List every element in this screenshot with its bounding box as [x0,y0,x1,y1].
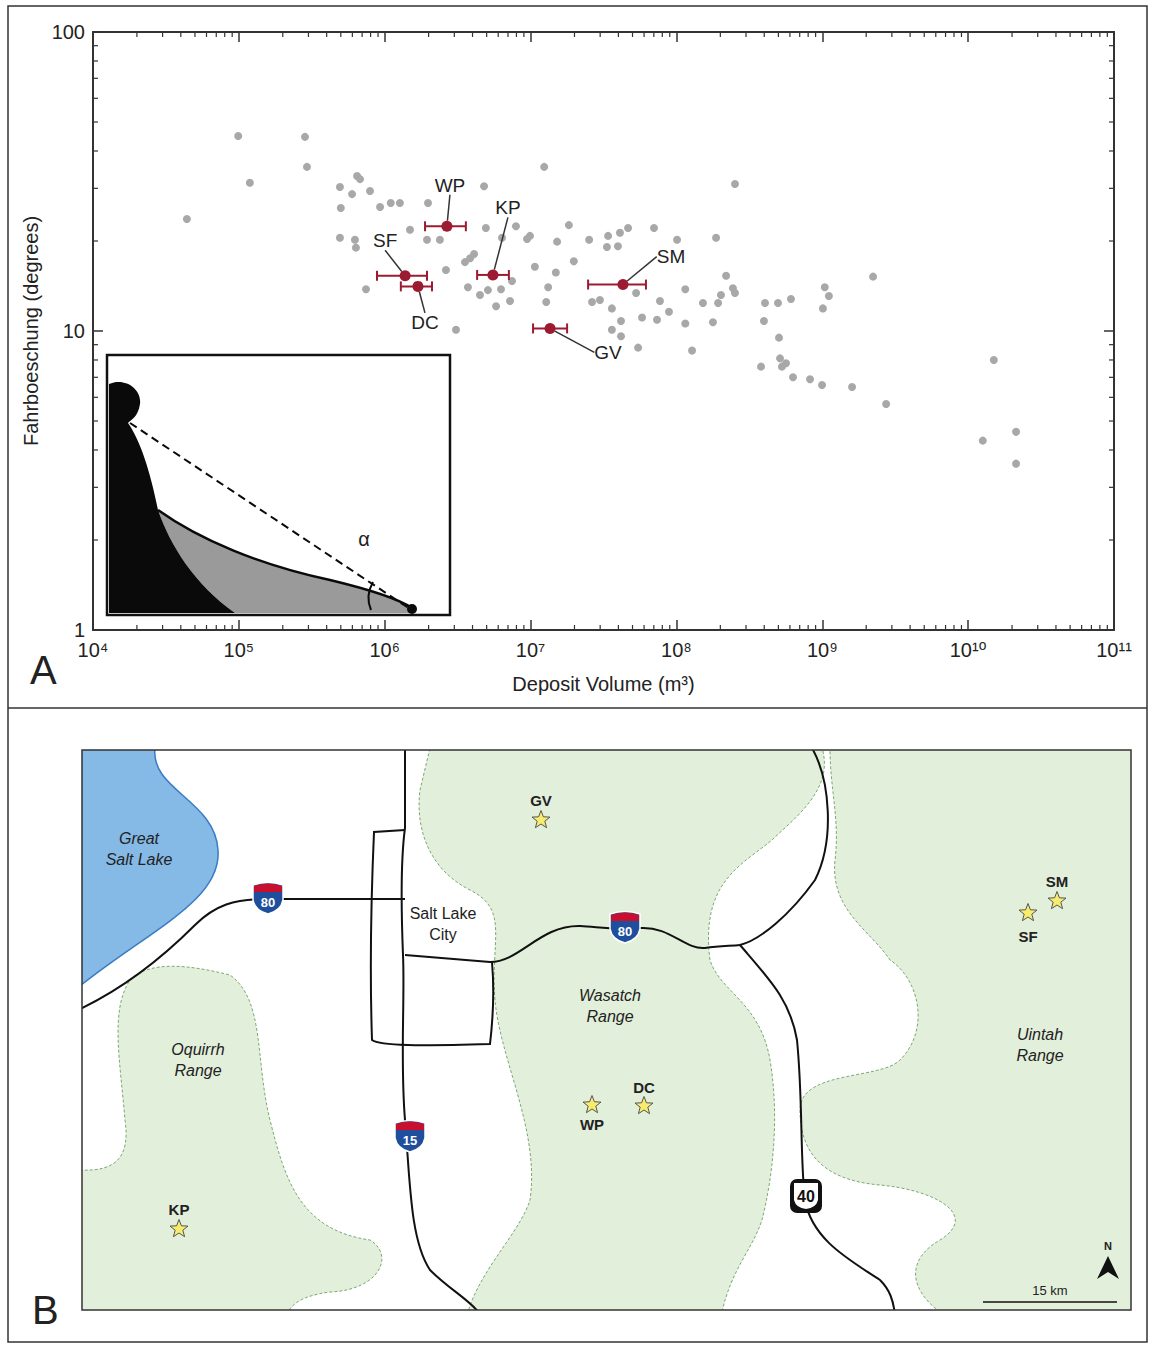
svg-text:OquirrhRange: OquirrhRange [171,1041,224,1079]
svg-text:15: 15 [403,1133,417,1148]
svg-text:10⁵: 10⁵ [224,639,255,661]
svg-text:80: 80 [618,924,632,939]
svg-text:GV: GV [594,342,622,363]
svg-text:UintahRange: UintahRange [1016,1026,1063,1064]
svg-text:SF: SF [1018,928,1037,945]
svg-text:WasatchRange: WasatchRange [579,987,641,1025]
svg-text:Fahrboeschung (degrees): Fahrboeschung (degrees) [20,216,42,446]
svg-text:80: 80 [261,895,275,910]
svg-text:10⁹: 10⁹ [807,639,838,661]
svg-text:GV: GV [530,792,552,809]
svg-text:15 km: 15 km [1032,1283,1067,1298]
svg-text:10⁴: 10⁴ [78,639,109,661]
svg-text:Deposit Volume (m³): Deposit Volume (m³) [512,673,694,695]
svg-text:Salt LakeCity: Salt LakeCity [410,905,477,943]
svg-text:GreatSalt Lake: GreatSalt Lake [106,830,173,868]
svg-text:B: B [32,1288,59,1332]
svg-text:α: α [358,528,370,550]
svg-text:1: 1 [74,619,85,641]
svg-text:10: 10 [63,320,85,342]
svg-text:10⁷: 10⁷ [516,639,545,661]
svg-text:DC: DC [411,312,438,333]
svg-text:10¹¹: 10¹¹ [1096,639,1132,661]
svg-text:100: 100 [52,21,85,43]
svg-text:KP: KP [495,197,520,218]
svg-text:A: A [30,648,57,692]
svg-text:SM: SM [657,246,686,267]
svg-text:10⁶: 10⁶ [369,639,399,661]
svg-text:DC: DC [633,1079,655,1096]
svg-text:N: N [1104,1240,1112,1252]
svg-text:WP: WP [435,175,466,196]
svg-text:10⁸: 10⁸ [661,639,692,661]
svg-text:KP: KP [169,1201,190,1218]
svg-text:SF: SF [373,230,397,251]
svg-text:40: 40 [797,1188,815,1205]
svg-text:10¹⁰: 10¹⁰ [950,639,987,661]
svg-text:WP: WP [580,1116,604,1133]
svg-text:SM: SM [1046,873,1069,890]
